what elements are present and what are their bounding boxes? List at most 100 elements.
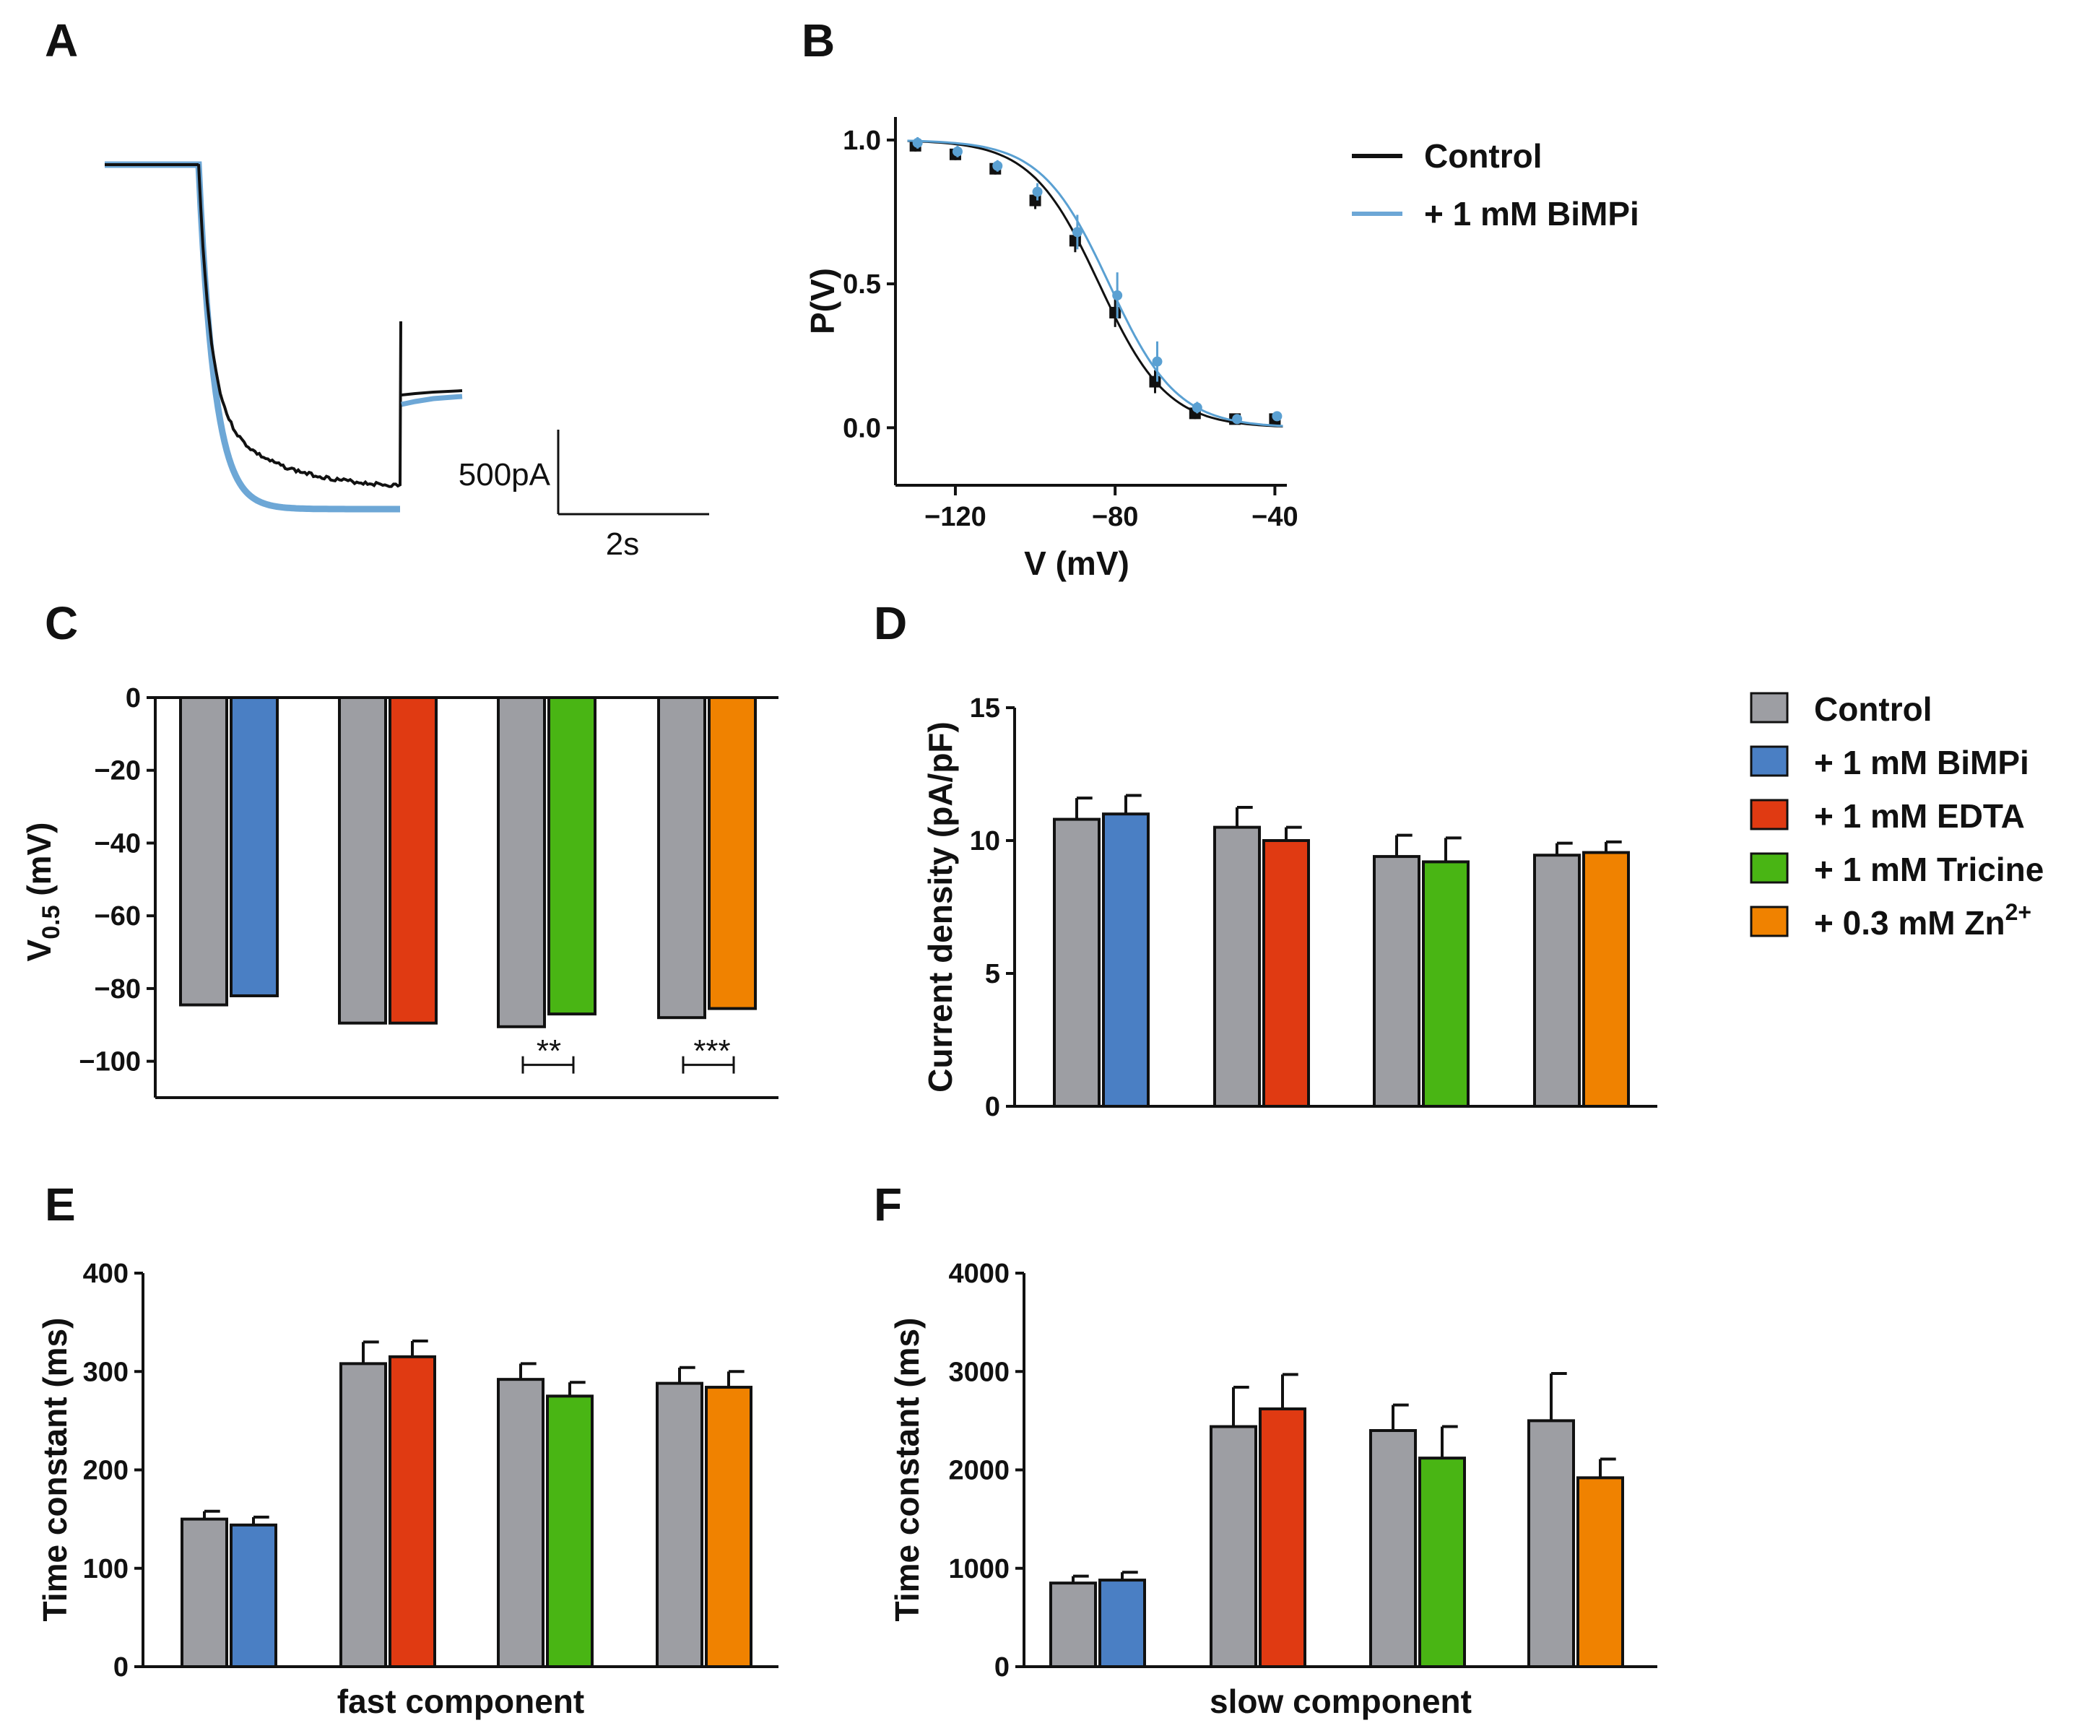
- d-y-tick-label: 10: [970, 826, 1000, 856]
- b-fit-line-bimpi: [907, 139, 1283, 428]
- d-bar-control: [1053, 817, 1101, 1108]
- c-y-tick-label: −40: [95, 828, 141, 859]
- f-y-tick-label: 2000: [948, 1456, 1010, 1486]
- c-bar-control: [179, 696, 228, 1007]
- c-bar-treatment: [230, 696, 279, 997]
- d-bar-control: [1533, 854, 1581, 1108]
- panel-d-current-density: 0 5 10 15 Current density (pA/pF): [921, 693, 1657, 1122]
- sig-label-zn: ***: [693, 1033, 730, 1069]
- c-y-tick-label: −80: [95, 974, 141, 1004]
- legend-d-bimpi-swatch: [1750, 745, 1789, 777]
- legend-d-zn-label: + 0.3 mM Zn2+: [1814, 899, 2031, 942]
- f-bar-treatment: [1259, 1407, 1306, 1669]
- f-bar-control: [1369, 1429, 1417, 1668]
- b-point-control: [1149, 376, 1161, 388]
- c-bar-treatment: [389, 696, 438, 1025]
- e-bar-control: [181, 1517, 228, 1668]
- legend-b-control-label: Control: [1424, 137, 1543, 175]
- c-bar-treatment: [547, 696, 596, 1016]
- b-point-bimpi: [1192, 402, 1202, 413]
- f-bar-treatment: [1098, 1579, 1146, 1669]
- e-y-tick-label: 200: [83, 1456, 129, 1486]
- d-bar-treatment: [1582, 851, 1630, 1108]
- b-point-bimpi: [1272, 411, 1283, 422]
- trace-bimpi: [105, 161, 400, 513]
- d-bar-control: [1213, 825, 1261, 1108]
- b-fit-line-control: [907, 139, 1283, 428]
- b-x-tick-label: −80: [1092, 502, 1138, 532]
- legend-d-edta-label: + 1 mM EDTA: [1814, 797, 2025, 835]
- legend-d-control-label: Control: [1814, 690, 1932, 728]
- b-x-tick-label: −40: [1251, 502, 1298, 532]
- f-bar-treatment: [1576, 1476, 1624, 1669]
- e-bar-control: [339, 1362, 387, 1668]
- c-bar-control: [497, 696, 546, 1028]
- panel-c-v-half: 0 −20 −40 −60 −80 −100 V0.5 (mV): [20, 683, 778, 1099]
- panel-b-boltzmann: 0.0 0.5 1.0 −120 −80 −40 V (mV) P(V): [804, 117, 1298, 582]
- c-bar-control: [338, 696, 387, 1025]
- d-y-tick-label: 15: [970, 693, 1000, 724]
- c-y-tick-label: −60: [95, 901, 141, 932]
- b-x-tick-label: −120: [924, 502, 986, 532]
- b-point-bimpi: [912, 137, 923, 148]
- f-y-tick-label: 0: [994, 1652, 1010, 1683]
- panel-label-a: A: [45, 14, 78, 66]
- panel-a-traces: 500pA 2s: [105, 161, 709, 562]
- d-y-tick-label: 5: [985, 959, 1000, 989]
- panel-f-slow-tau: 0 1000 2000 3000 4000 slow component Time cons…: [888, 1259, 1657, 1720]
- f-bar-control: [1527, 1419, 1575, 1668]
- legend-d-tricine-swatch: [1750, 852, 1789, 884]
- b-y-tick-label: 0.0: [843, 413, 881, 443]
- legend-d-tricine-label: + 1 mM Tricine: [1814, 851, 2044, 888]
- legend-b: Control + 1 mM BiMPi: [1352, 137, 1639, 233]
- f-y-tick-label: 1000: [948, 1554, 1010, 1584]
- f-bar-control: [1210, 1425, 1257, 1669]
- c-y-tick-label: −20: [95, 756, 141, 786]
- c-bar-treatment: [708, 696, 757, 1010]
- scale-label-time: 2s: [606, 526, 639, 562]
- e-y-axis-label: Time constant (ms): [36, 1318, 74, 1622]
- b-y-tick-label: 1.0: [843, 126, 881, 156]
- legend-d: Control + 1 mM BiMPi + 1 mM EDTA + 1 mM …: [1750, 690, 2044, 942]
- b-x-axis-label: V (mV): [1024, 544, 1129, 582]
- c-y-tick-label: −100: [79, 1047, 141, 1077]
- legend-d-control-swatch: [1750, 692, 1789, 724]
- e-bar-treatment: [230, 1523, 277, 1669]
- d-bar-treatment: [1262, 839, 1310, 1108]
- b-point-bimpi: [952, 146, 963, 157]
- b-point-bimpi: [1032, 186, 1043, 197]
- e-bar-control: [497, 1378, 544, 1669]
- c-y-axis-label-main: V: [20, 939, 58, 961]
- e-y-tick-label: 0: [113, 1652, 129, 1683]
- legend-d-zn-superscript: 2+: [2005, 899, 2031, 925]
- tail-trace-bimpi: [401, 394, 463, 407]
- d-y-axis-label: Current density (pA/pF): [921, 721, 959, 1093]
- f-bar-control: [1049, 1581, 1097, 1668]
- legend-d-zn-swatch: [1750, 906, 1789, 937]
- d-y-tick-label: 0: [985, 1092, 1000, 1122]
- e-y-tick-label: 400: [83, 1259, 129, 1289]
- b-y-tick-label: 0.5: [843, 269, 881, 300]
- panel-label-e: E: [45, 1179, 76, 1231]
- e-y-tick-label: 300: [83, 1357, 129, 1387]
- f-x-axis-label: slow component: [1210, 1683, 1472, 1720]
- legend-d-zn-prefix: + 0.3 mM Zn: [1814, 904, 2005, 942]
- b-point-bimpi: [992, 160, 1003, 171]
- e-bar-treatment: [546, 1394, 594, 1668]
- e-bar-treatment: [389, 1355, 436, 1668]
- scale-label-current: 500pA: [459, 457, 551, 492]
- c-y-tick-label: 0: [126, 683, 141, 713]
- d-bar-control: [1373, 855, 1420, 1108]
- legend-d-edta-swatch: [1750, 799, 1789, 830]
- tail-trace-control: [401, 389, 463, 396]
- panel-label-d: D: [874, 597, 907, 649]
- d-bar-treatment: [1422, 860, 1470, 1108]
- f-y-tick-label: 3000: [948, 1357, 1010, 1387]
- panel-label-f: F: [874, 1179, 902, 1231]
- f-y-axis-label: Time constant (ms): [888, 1318, 926, 1622]
- legend-d-bimpi-label: + 1 mM BiMPi: [1814, 744, 2029, 781]
- panel-e-fast-tau: 0 100 200 300 400 fast component Time constant…: [36, 1259, 778, 1720]
- c-y-axis-label: V0.5 (mV): [20, 823, 65, 962]
- b-point-bimpi: [1152, 356, 1163, 367]
- b-point-control: [1109, 306, 1121, 318]
